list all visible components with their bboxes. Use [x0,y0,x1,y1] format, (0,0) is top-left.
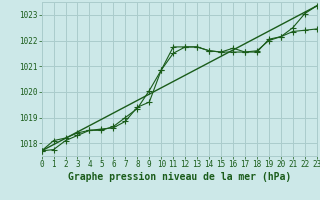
X-axis label: Graphe pression niveau de la mer (hPa): Graphe pression niveau de la mer (hPa) [68,172,291,182]
